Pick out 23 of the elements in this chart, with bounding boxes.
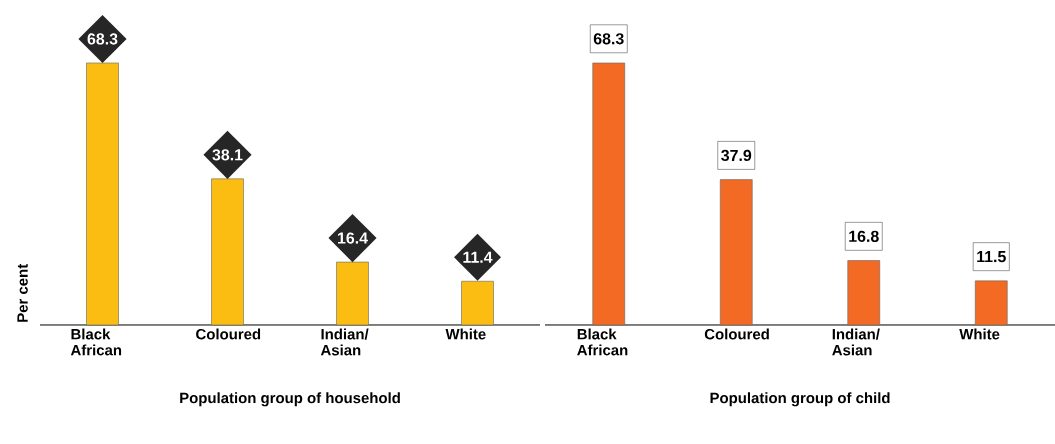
x-tick-label: Indian/ Asian <box>320 328 369 356</box>
x-tick-label: White <box>445 328 486 340</box>
x-tick-label: Black African <box>70 328 122 356</box>
x-tick-label: Indian/ Asian <box>832 328 880 356</box>
bar <box>974 280 1008 326</box>
x-tick-label: Coloured <box>704 328 769 340</box>
data-label: 11.4 <box>463 251 493 263</box>
x-axis-title: Population group of household <box>180 392 400 407</box>
bar <box>592 62 626 326</box>
data-label: 37.9 <box>721 149 752 162</box>
data-label: 68.3 <box>593 33 624 45</box>
x-tick-label: Coloured <box>196 328 261 340</box>
data-label: 38.1 <box>212 149 243 161</box>
data-label: 11.5 <box>977 251 1006 263</box>
bar <box>719 179 753 326</box>
data-label: 16.4 <box>338 232 368 244</box>
x-tick-label: Black African <box>577 328 628 356</box>
x-tick-label: White <box>959 328 1000 340</box>
x-axis-title: Population group of child <box>710 392 890 407</box>
y-axis-title: Per cent <box>17 264 28 322</box>
data-label: 68.3 <box>87 33 118 45</box>
data-label: 16.8 <box>849 230 879 242</box>
bar <box>847 260 881 326</box>
